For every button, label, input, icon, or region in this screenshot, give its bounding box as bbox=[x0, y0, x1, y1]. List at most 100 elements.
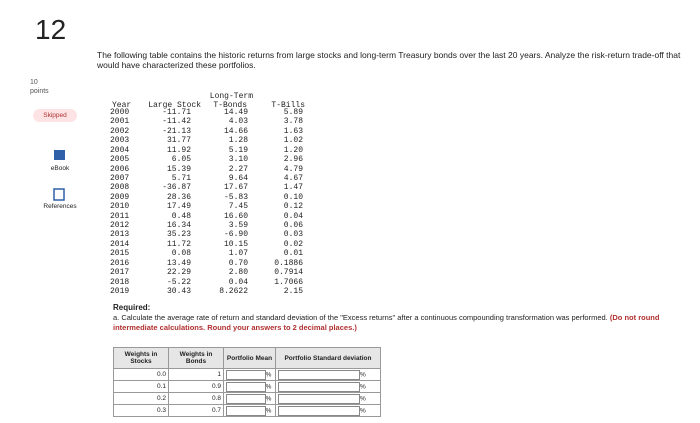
answer-cell: % bbox=[223, 380, 276, 393]
weight-cell: 0.3 bbox=[113, 404, 169, 417]
status-badge: Skipped bbox=[33, 109, 77, 122]
cell: 8.2622 bbox=[219, 286, 248, 296]
cell: 31.77 bbox=[166, 136, 191, 146]
unit: % bbox=[265, 395, 272, 403]
answer-row: 0.1 0.9%% bbox=[113, 380, 381, 393]
weight-cell: 0.1 bbox=[113, 380, 169, 393]
cell: 2008 bbox=[110, 183, 130, 193]
weight-cell: 0.0 bbox=[113, 368, 169, 381]
cell: -6.90 bbox=[223, 230, 248, 240]
header-row: Weights in Stocks Weights in Bonds Portfol… bbox=[113, 347, 381, 369]
cell: 2009 bbox=[110, 192, 130, 202]
unit: % bbox=[360, 371, 366, 379]
cell: 35.23 bbox=[166, 230, 191, 240]
cell: 2013 bbox=[110, 230, 130, 240]
cell: 3.78 bbox=[283, 117, 303, 127]
references-link[interactable]: References bbox=[43, 203, 77, 210]
weight-cell: 0.2 bbox=[113, 392, 169, 405]
cell: -21.13 bbox=[162, 126, 191, 136]
cell: 16.60 bbox=[223, 211, 248, 221]
answer-cell: % bbox=[275, 404, 381, 417]
points: 10 points bbox=[30, 78, 49, 96]
answer-input[interactable] bbox=[278, 393, 360, 404]
answer-row: 0.0 1%% bbox=[113, 368, 381, 381]
cell: 2005 bbox=[110, 155, 130, 165]
cell: 5.89 bbox=[283, 108, 303, 117]
cell: 14.49 bbox=[223, 108, 248, 117]
cell: 0.1886 bbox=[274, 258, 303, 268]
cell: 13.49 bbox=[166, 258, 191, 268]
cell: 2001 bbox=[110, 117, 130, 127]
answer-input[interactable] bbox=[278, 381, 360, 392]
cell: 2018 bbox=[110, 277, 130, 287]
prompt: The following table contains the histori… bbox=[97, 50, 681, 70]
cell: 11.72 bbox=[166, 239, 191, 249]
answer-input[interactable] bbox=[226, 405, 266, 416]
cell: 5.71 bbox=[171, 173, 191, 183]
weight-cell: 0.7 bbox=[168, 404, 224, 417]
cell: 15.39 bbox=[166, 164, 191, 174]
cell: 1.63 bbox=[283, 126, 303, 136]
cell: 2.27 bbox=[228, 164, 248, 174]
cell: 4.67 bbox=[283, 173, 303, 183]
answer-input[interactable] bbox=[226, 369, 266, 380]
column-header: T-Bonds bbox=[213, 101, 247, 110]
cell: 1.20 bbox=[283, 145, 303, 155]
answer-cell: % bbox=[275, 368, 381, 381]
cell: 0.08 bbox=[171, 249, 191, 259]
cell: 2.80 bbox=[228, 268, 248, 278]
answer-input[interactable] bbox=[278, 405, 360, 416]
cell: 10.15 bbox=[223, 239, 248, 249]
header-top: Long-Term bbox=[209, 92, 253, 101]
required-label: Required: bbox=[113, 303, 151, 312]
cell: -11.71 bbox=[162, 108, 191, 117]
cell: 5.19 bbox=[228, 145, 248, 155]
ebook-icon[interactable] bbox=[53, 149, 67, 163]
answer-cell: % bbox=[223, 368, 276, 381]
points-value: 10 bbox=[30, 79, 38, 86]
ebook-link[interactable]: eBook bbox=[50, 165, 70, 172]
points-label: points bbox=[30, 88, 49, 95]
column-header: Large Stock bbox=[148, 101, 201, 110]
cell: 0.03 bbox=[283, 230, 303, 240]
weight-cell: 0.8 bbox=[168, 392, 224, 405]
answer-cell: % bbox=[275, 380, 381, 393]
unit: % bbox=[360, 395, 366, 403]
cell: 9.64 bbox=[228, 173, 248, 183]
cell: 0.04 bbox=[228, 277, 248, 287]
column-header: Portfolio Standard deviation bbox=[275, 347, 381, 369]
column-header: Weights in Bonds bbox=[168, 347, 224, 369]
cell: -11.42 bbox=[162, 117, 191, 127]
answer-cell: % bbox=[223, 404, 276, 417]
cell: 0.7914 bbox=[274, 268, 303, 278]
unit: % bbox=[265, 371, 272, 379]
answer-input[interactable] bbox=[226, 381, 266, 392]
cell: 14.66 bbox=[223, 126, 248, 136]
part-a: a. Calculate the average rate of return … bbox=[113, 313, 673, 332]
cell: 17.49 bbox=[166, 202, 191, 212]
cell: 4.79 bbox=[283, 164, 303, 174]
unit: % bbox=[360, 383, 366, 391]
cell: 22.29 bbox=[166, 268, 191, 278]
cell: 1.47 bbox=[283, 183, 303, 193]
cell: 7.45 bbox=[228, 202, 248, 212]
cell: 3.10 bbox=[228, 155, 248, 165]
part-a-text: a. Calculate the average rate of return … bbox=[113, 313, 608, 322]
cell: 2016 bbox=[110, 258, 130, 268]
cell: 2014 bbox=[110, 239, 130, 249]
answer-input[interactable] bbox=[278, 369, 360, 380]
cell: 2006 bbox=[110, 164, 130, 174]
cell: 1.7066 bbox=[274, 277, 303, 287]
answer-input[interactable] bbox=[226, 393, 266, 404]
question-number: 12 bbox=[35, 14, 67, 45]
answer-cell: % bbox=[275, 392, 381, 405]
weight-cell: 1 bbox=[168, 368, 224, 381]
cell: 2004 bbox=[110, 145, 130, 155]
cell: 11.92 bbox=[166, 145, 191, 155]
answer-cell: % bbox=[223, 392, 276, 405]
cell: 2000 bbox=[110, 108, 130, 117]
cell: 0.06 bbox=[283, 221, 303, 231]
references-icon[interactable] bbox=[53, 188, 67, 202]
column-header: T-Bills bbox=[271, 101, 305, 110]
